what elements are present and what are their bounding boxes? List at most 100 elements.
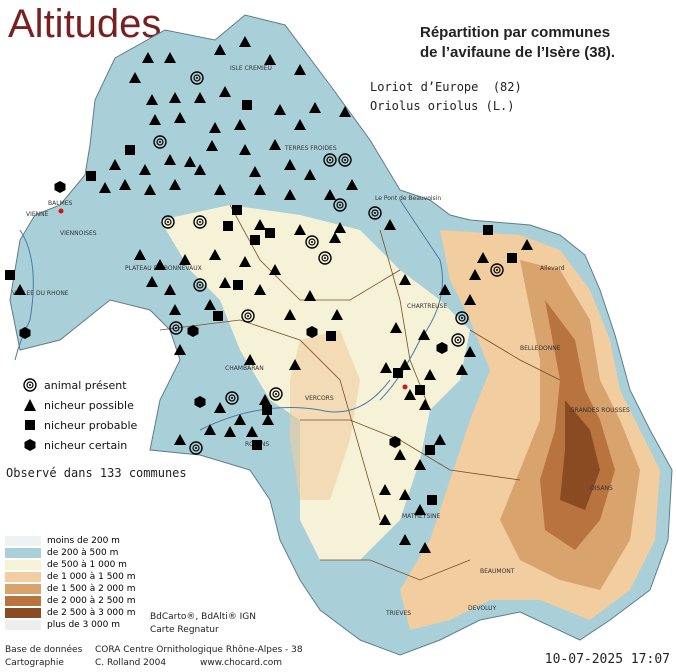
probable-marker xyxy=(213,311,223,321)
place-grandes-rousses: GRANDES ROUSSES xyxy=(570,407,630,414)
possible-marker xyxy=(399,534,411,545)
place-vienne: VIENNE xyxy=(26,211,49,218)
probable-marker xyxy=(5,270,15,280)
species-common-name: Loriot d’Europe (82) xyxy=(370,80,522,94)
species-latin-name: Oriolus oriolus (L.) xyxy=(370,99,515,113)
possible-marker xyxy=(274,104,286,115)
possible-marker xyxy=(164,154,176,165)
probable-marker xyxy=(393,368,403,378)
square-icon xyxy=(22,417,38,433)
possible-marker xyxy=(99,182,111,193)
possible-marker xyxy=(204,299,216,310)
possible-marker xyxy=(379,514,391,525)
possible-marker xyxy=(149,114,161,125)
present-marker xyxy=(333,198,347,212)
possible-marker xyxy=(219,277,231,288)
possible-marker xyxy=(329,232,341,243)
credit-site: www.chocard.com xyxy=(200,658,283,668)
present-marker xyxy=(189,441,203,455)
altitude-label: de 2 000 à 2 500 m xyxy=(47,595,136,606)
legend-row-probable: nicheur probable xyxy=(22,417,137,433)
observed-count: Observé dans 133 communes xyxy=(6,466,187,480)
place-vercors: VERCORS xyxy=(305,395,334,402)
altitude-swatch xyxy=(5,547,41,558)
legend-label-certain: nicheur certain xyxy=(44,438,128,452)
probable-marker xyxy=(86,171,96,181)
credit-regnatur: Carte Regnatur xyxy=(150,625,219,635)
possible-marker xyxy=(254,284,266,295)
altitude-label: de 2 500 à 3 000 m xyxy=(47,607,136,618)
possible-marker xyxy=(464,294,476,305)
legend-label-probable: nicheur probable xyxy=(44,418,138,432)
possible-marker xyxy=(234,414,246,425)
certain-marker xyxy=(306,326,318,338)
certain-marker xyxy=(54,181,66,193)
hexagon-icon xyxy=(22,437,38,453)
place-viennoises: VIENNOISES xyxy=(60,230,97,237)
possible-marker xyxy=(129,72,141,83)
altitude-swatch xyxy=(5,535,41,546)
certain-marker xyxy=(187,325,199,337)
altitude-label: de 1 000 à 1 500 m xyxy=(47,571,136,582)
possible-marker xyxy=(206,140,218,151)
heading-line-1: Répartition par communes xyxy=(420,24,611,41)
probable-marker xyxy=(250,235,260,245)
altitude-legend-row: de 500 à 1 000 m xyxy=(5,559,155,570)
possible-marker xyxy=(119,179,131,190)
possible-marker xyxy=(234,119,246,130)
legend-row-present: animal présent xyxy=(22,377,127,393)
probable-marker xyxy=(326,331,336,341)
place-vallee-rhone: VALLEE DU RHONE xyxy=(12,290,69,297)
present-marker xyxy=(490,263,504,277)
probable-marker xyxy=(233,280,243,290)
place-chartreuse: CHARTREUSE xyxy=(407,303,447,310)
possible-marker xyxy=(224,426,236,437)
altitude-label: de 1 500 à 2 000 m xyxy=(47,583,136,594)
place-balmes: BALMES xyxy=(48,200,73,207)
possible-marker xyxy=(146,276,158,287)
probable-marker xyxy=(242,100,252,110)
possible-marker xyxy=(169,92,181,103)
possible-marker xyxy=(294,119,306,130)
possible-marker xyxy=(174,434,186,445)
present-marker xyxy=(169,321,183,335)
place-oisans: OISANS xyxy=(590,485,613,492)
possible-marker xyxy=(109,159,121,170)
possible-marker xyxy=(204,424,216,435)
present-marker xyxy=(153,135,167,149)
legend-row-certain: nicheur certain xyxy=(22,437,127,453)
possible-marker xyxy=(309,102,321,113)
altitude-label: de 500 à 1 000 m xyxy=(47,559,127,570)
altitude-swatch xyxy=(5,583,41,594)
present-marker xyxy=(193,278,207,292)
possible-marker xyxy=(324,189,336,200)
present-marker xyxy=(318,251,332,265)
observation-symbols xyxy=(5,36,533,553)
legend-label-present: animal présent xyxy=(44,378,127,392)
place-chambaran: CHAMBARAN xyxy=(225,365,264,372)
possible-marker xyxy=(469,269,481,280)
possible-marker xyxy=(304,169,316,180)
target-icon xyxy=(22,377,38,393)
present-marker xyxy=(190,71,204,85)
possible-marker xyxy=(164,52,176,63)
probable-marker xyxy=(427,495,437,505)
possible-marker xyxy=(294,224,306,235)
possible-marker xyxy=(239,36,251,47)
present-marker xyxy=(305,235,319,249)
possible-marker xyxy=(264,54,276,65)
possible-marker xyxy=(184,156,196,167)
possible-marker xyxy=(424,369,436,380)
possible-marker xyxy=(269,264,281,275)
possible-marker xyxy=(249,166,261,177)
possible-marker xyxy=(219,86,231,97)
legend-label-possible: nicheur possible xyxy=(44,398,134,412)
altitude-swatch xyxy=(5,559,41,570)
credit-base-value: CORA Centre Ornithologique Rhône-Alpes -… xyxy=(95,645,303,655)
possible-marker xyxy=(142,52,154,63)
possible-marker xyxy=(239,256,251,267)
place-belledonne: BELLEDONNE xyxy=(520,345,561,352)
probable-marker xyxy=(232,205,242,215)
possible-marker xyxy=(146,94,158,105)
